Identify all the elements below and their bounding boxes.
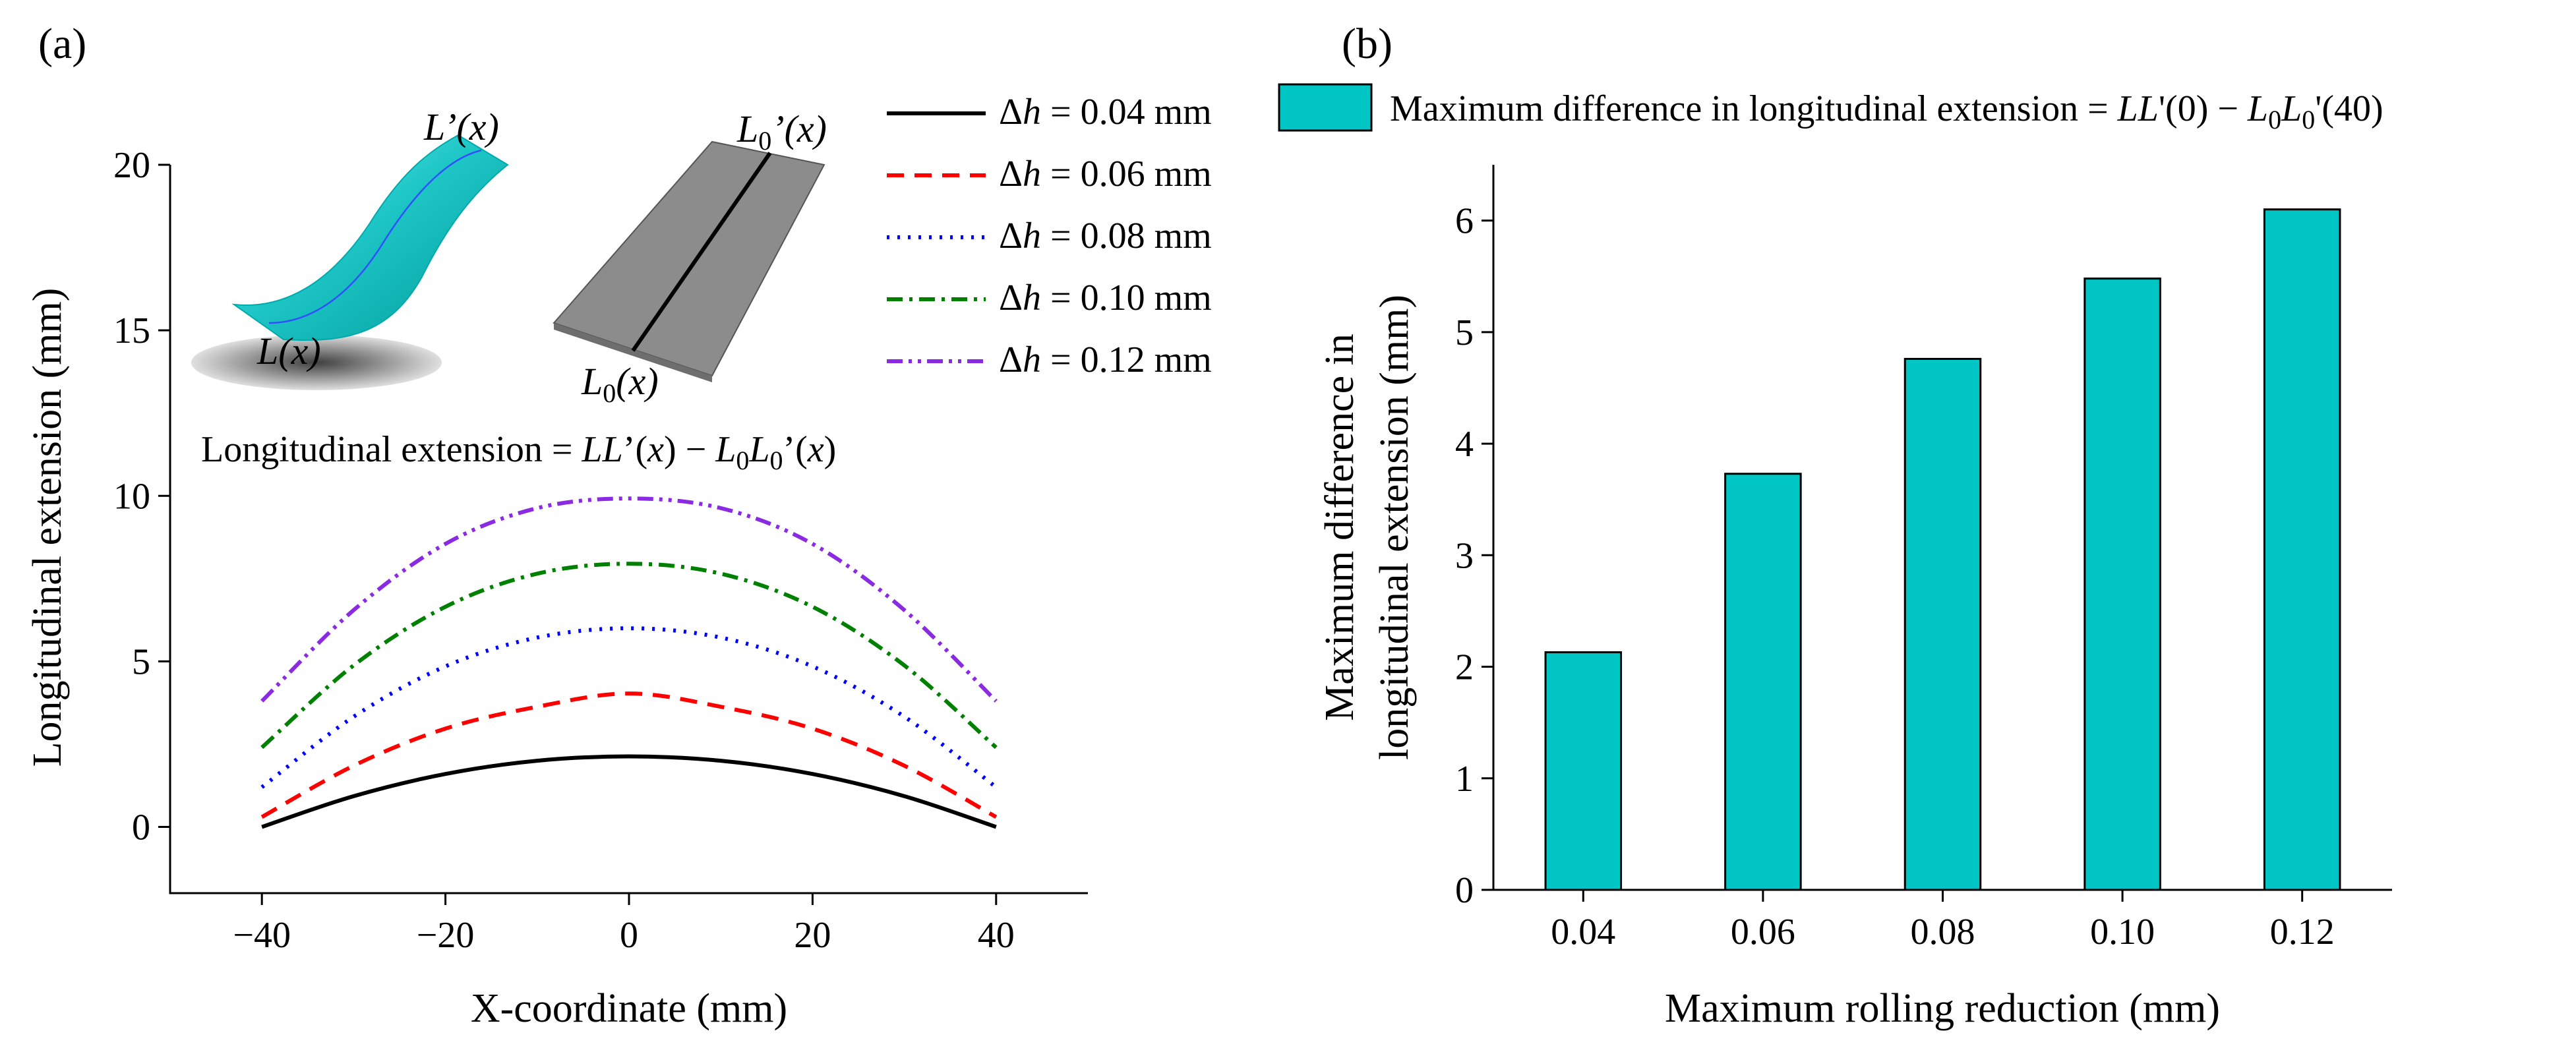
panel-b-label: (b) bbox=[1342, 20, 1393, 68]
panel-b-y-ticks: 0 1 2 3 4 5 6 bbox=[1455, 201, 1493, 911]
legend-entry-1: Δh = 0.06 mm bbox=[999, 154, 1212, 194]
panel-a-series-lines bbox=[260, 496, 998, 829]
x-tick-label: 0.04 bbox=[1551, 912, 1615, 952]
panel-a-axes bbox=[169, 165, 1088, 894]
panel-a: (a) L’(x) L(x) L0’(x) L0(x) Longitudinal… bbox=[25, 20, 1212, 1031]
legend-entry-4: Δh = 0.12 mm bbox=[999, 339, 1212, 380]
x-tick-label: −20 bbox=[417, 915, 475, 956]
bar-0.12 bbox=[2263, 208, 2341, 891]
panel-b-y-axis-title-line1: Maximum difference in bbox=[1317, 334, 1362, 721]
panel-a-x-axis-title: X-coordinate (mm) bbox=[471, 986, 787, 1031]
panel-b-x-axis-title: Maximum rolling reduction (mm) bbox=[1665, 986, 2220, 1031]
x-tick-label: 0 bbox=[620, 915, 638, 956]
inset-label-flat-bottom: L0(x) bbox=[581, 360, 659, 408]
legend-entry-2: Δh = 0.08 mm bbox=[999, 216, 1212, 256]
x-tick-label: 40 bbox=[978, 915, 1015, 956]
y-tick-label: 4 bbox=[1455, 424, 1474, 465]
y-tick-label: 5 bbox=[1455, 312, 1474, 353]
series-line-0 bbox=[261, 754, 997, 829]
bar-0.06 bbox=[1724, 473, 1802, 891]
bar-0.10 bbox=[2083, 278, 2161, 891]
y-tick-label: 1 bbox=[1455, 759, 1474, 800]
y-tick-label: 3 bbox=[1455, 535, 1474, 576]
inset-label-flat-top: L0’(x) bbox=[736, 107, 827, 156]
legend-entry-0: Δh = 0.04 mm bbox=[999, 92, 1212, 132]
panel-b-y-axis-title-line2: longitudinal extension (mm) bbox=[1372, 295, 1417, 760]
panel-b-bars bbox=[1544, 208, 2341, 891]
panel-b-x-ticks: 0.04 0.06 0.08 0.10 0.12 bbox=[1551, 890, 2335, 952]
annotation-formula: Longitudinal extension = LL’(x) − L0L0’(… bbox=[201, 429, 836, 475]
panel-b: (b) Maximum difference in longitudinal e… bbox=[1278, 20, 2392, 1031]
bar-0.04 bbox=[1544, 651, 1623, 891]
legend-entry-3: Δh = 0.10 mm bbox=[999, 278, 1212, 318]
series-line-2 bbox=[260, 626, 998, 789]
x-tick-label: 0.12 bbox=[2270, 912, 2335, 952]
x-tick-label: −40 bbox=[233, 915, 291, 956]
inset-flat-sheet: L0’(x) L0(x) bbox=[553, 107, 827, 408]
series-line-1 bbox=[260, 691, 998, 819]
y-tick-label: 20 bbox=[113, 145, 150, 186]
bar-0.08 bbox=[1903, 357, 1982, 891]
panel-a-legend: Δh = 0.04 mm Δh = 0.06 mm Δh = 0.08 mm Δh =… bbox=[887, 92, 1212, 380]
inset-curved-sheet: L’(x) L(x) bbox=[191, 105, 509, 390]
series-line-3 bbox=[260, 562, 998, 749]
x-tick-label: 0.08 bbox=[1911, 912, 1975, 952]
panel-a-y-ticks: 0 5 10 15 20 bbox=[113, 145, 170, 848]
y-tick-label: 15 bbox=[113, 310, 150, 351]
series-line-4 bbox=[260, 496, 998, 703]
x-tick-label: 20 bbox=[794, 915, 831, 956]
y-tick-label: 6 bbox=[1455, 201, 1474, 242]
y-tick-label: 10 bbox=[113, 476, 150, 517]
inset-label-curved-top: L’(x) bbox=[423, 105, 499, 148]
x-tick-label: 0.10 bbox=[2090, 912, 2155, 952]
panel-b-legend-swatch bbox=[1278, 83, 1373, 132]
panel-a-label: (a) bbox=[38, 20, 86, 68]
y-tick-label: 5 bbox=[132, 641, 150, 682]
panel-a-x-ticks: −40 −20 0 20 40 bbox=[233, 893, 1015, 956]
y-tick-label: 0 bbox=[132, 807, 150, 848]
inset-label-curved-bottom: L(x) bbox=[256, 330, 321, 372]
x-tick-label: 0.06 bbox=[1731, 912, 1795, 952]
y-tick-label: 2 bbox=[1455, 647, 1474, 688]
panel-a-y-axis-title: Longitudinal extension (mm) bbox=[25, 288, 70, 767]
panel-b-legend: Maximum difference in longitudinal exten… bbox=[1278, 83, 2383, 134]
panel-b-legend-text: Maximum difference in longitudinal exten… bbox=[1390, 88, 2383, 134]
y-tick-label: 0 bbox=[1455, 870, 1474, 911]
